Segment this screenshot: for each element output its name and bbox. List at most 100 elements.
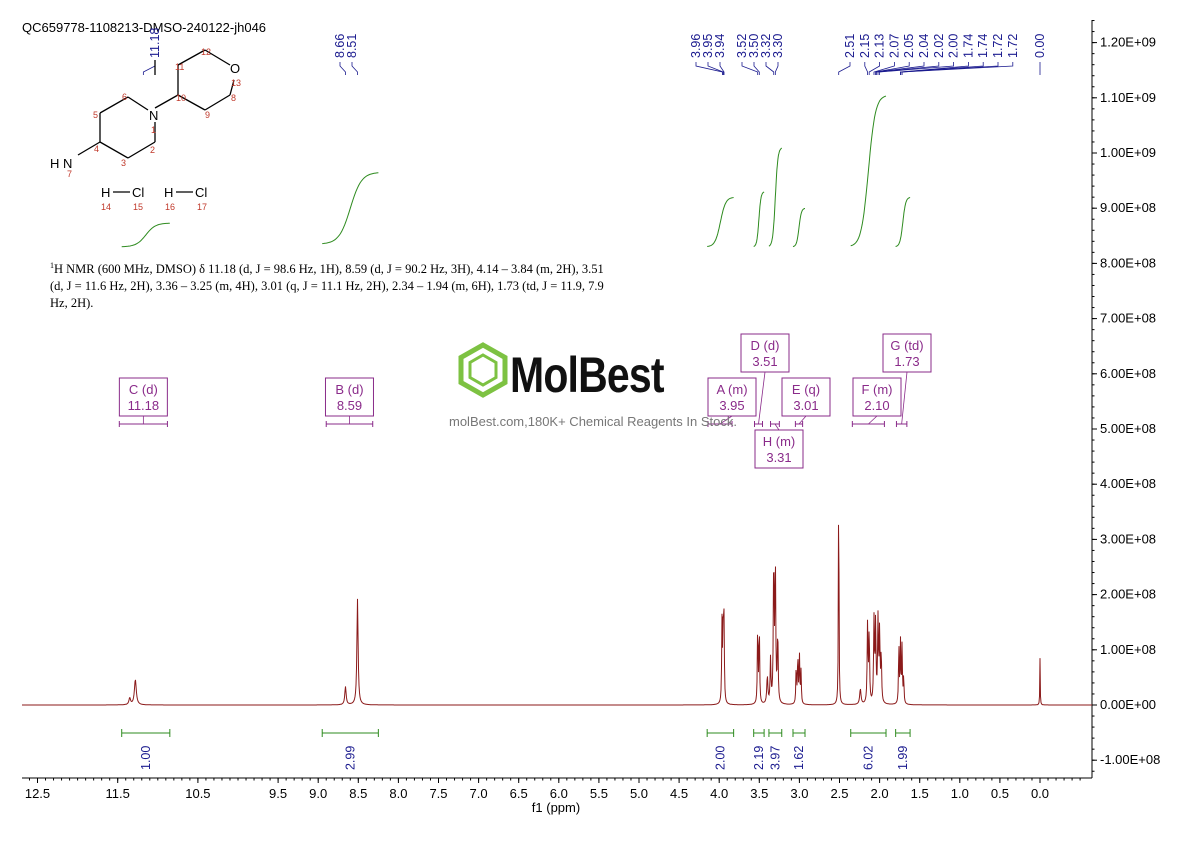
atom-num-7: 7 <box>67 169 72 179</box>
multiplet-value: 8.59 <box>337 398 362 413</box>
multiplet-id: F (m) <box>861 382 892 397</box>
watermark-brand: MolBest <box>510 347 665 403</box>
x-tick-label: 10.5 <box>185 786 210 801</box>
y-tick-label: 8.00E+08 <box>1100 255 1156 270</box>
integral-curve <box>792 208 805 248</box>
multiplet-id: G (td) <box>890 338 923 353</box>
peak-label-connector <box>838 62 851 75</box>
atom-num-1: 1 <box>151 125 156 135</box>
x-tick-label: 0.5 <box>991 786 1009 801</box>
multiplet-box <box>781 377 831 417</box>
peak-label-connector <box>873 62 895 75</box>
x-tick-label: 5.0 <box>630 786 648 801</box>
y-tick-label: 2.00E+08 <box>1100 587 1156 602</box>
x-tick-label: 6.5 <box>510 786 528 801</box>
x-tick-label: 11.5 <box>106 786 130 801</box>
x-tick-label: 7.0 <box>470 786 488 801</box>
peak-label-connector <box>741 62 759 75</box>
peak-label-connector <box>719 62 725 75</box>
multiplet-connector <box>774 423 780 431</box>
peak-label: 8.51 <box>345 34 359 58</box>
multiplet-value: 3.51 <box>752 354 777 369</box>
peak-label-connector <box>765 62 775 75</box>
multiplet-id: C (d) <box>129 382 158 397</box>
integral-curve <box>768 147 783 247</box>
peak-label-connector <box>864 62 868 75</box>
peak-label-connector <box>868 62 880 75</box>
x-tick-label: 0.0 <box>1031 786 1049 801</box>
peak-label-connector <box>753 62 760 75</box>
multiplet-value: 3.95 <box>719 398 744 413</box>
integral-value: 2.99 <box>343 746 357 770</box>
x-tick-label: 4.5 <box>670 786 688 801</box>
atom-h2: H <box>50 156 59 171</box>
nucleus-superscript: 1 <box>50 261 54 270</box>
multiplet-id: A (m) <box>716 382 747 397</box>
multiplet-value: 11.18 <box>128 398 160 413</box>
y-tick-label: 9.00E+08 <box>1100 200 1156 215</box>
integral-curve <box>322 172 379 245</box>
atom-o: O <box>230 61 240 76</box>
integral-curve <box>753 191 765 247</box>
atom-num-8: 8 <box>231 93 236 103</box>
y-tick-label: -1.00E+08 <box>1100 752 1160 767</box>
peak-label-connector <box>339 62 346 75</box>
peak-label-connector <box>877 62 940 75</box>
multiplet-connector <box>758 371 766 425</box>
multiplet-id: D (d) <box>751 338 780 353</box>
integral-value: 3.97 <box>768 746 782 770</box>
peak-label: 3.96 <box>689 34 703 58</box>
peak-label: 8.66 <box>333 34 347 58</box>
peak-label-connector <box>707 62 724 75</box>
atom-n: N <box>149 108 158 123</box>
peak-label: 3.30 <box>771 34 785 58</box>
y-tick-label: 1.10E+09 <box>1100 90 1156 105</box>
multiplet-connector <box>901 371 908 425</box>
x-tick-label: 7.5 <box>429 786 447 801</box>
y-tick-label: 1.00E+09 <box>1100 145 1156 160</box>
peak-label: 3.95 <box>701 34 715 58</box>
peak-label: 0.00 <box>1033 34 1047 58</box>
x-tick-label: 1.5 <box>911 786 929 801</box>
atom-num-14: 14 <box>101 202 111 212</box>
atom-num-13: 13 <box>231 78 241 88</box>
atom-cl-17: Cl <box>195 185 207 200</box>
spectrum-title: QC659778-1108213-DMSO-240122-jh046 <box>22 20 267 35</box>
multiplet-box <box>118 377 168 417</box>
peak-label: 2.07 <box>887 34 901 58</box>
x-tick-label: 12.5 <box>25 786 50 801</box>
peak-label-connector <box>695 62 723 75</box>
y-tick-label: 3.00E+08 <box>1100 531 1156 546</box>
integral-curve <box>850 95 887 247</box>
x-tick-label: 2.0 <box>871 786 889 801</box>
molbest-logo-icon <box>458 342 508 398</box>
multiplet-connector <box>868 415 878 425</box>
peak-label: 3.50 <box>747 34 761 58</box>
integral-value: 1.00 <box>139 746 153 770</box>
y-tick-label: 6.00E+08 <box>1100 366 1156 381</box>
y-tick-label: 7.00E+08 <box>1100 311 1156 326</box>
multiplet-connector <box>719 415 733 425</box>
molecule-labels: N 1 2 3 4 5 6 7 8 9 10 11 12 O 13 H N H … <box>50 47 241 212</box>
multiplet-value: 3.01 <box>793 398 818 413</box>
atom-num-6: 6 <box>122 92 127 102</box>
atom-num-11: 11 <box>175 62 184 72</box>
y-tick-label: 0.00E+00 <box>1100 697 1156 712</box>
peak-label: 3.52 <box>735 34 749 58</box>
multiplet-id: H (m) <box>763 434 796 449</box>
multiplet-box <box>324 377 374 417</box>
peak-label: 11.18 <box>148 28 162 58</box>
multiplet-id: E (q) <box>792 382 820 397</box>
atom-n-amine: N <box>63 156 72 171</box>
peak-label: 2.00 <box>947 34 961 58</box>
multiplet-id: B (d) <box>335 382 363 397</box>
integral-value: 1.99 <box>896 746 910 770</box>
spectrum-line <box>22 524 1092 706</box>
x-tick-label: 8.0 <box>389 786 407 801</box>
x-tick-label: 6.0 <box>550 786 568 801</box>
peak-label: 2.51 <box>843 34 857 58</box>
multiplet-box <box>707 377 757 417</box>
peak-labels-group: 11.18 8.668.51 3.963.953.94 3.523.503.323.3… <box>142 28 1047 75</box>
x-axis-label: f1 (ppm) <box>532 800 580 815</box>
